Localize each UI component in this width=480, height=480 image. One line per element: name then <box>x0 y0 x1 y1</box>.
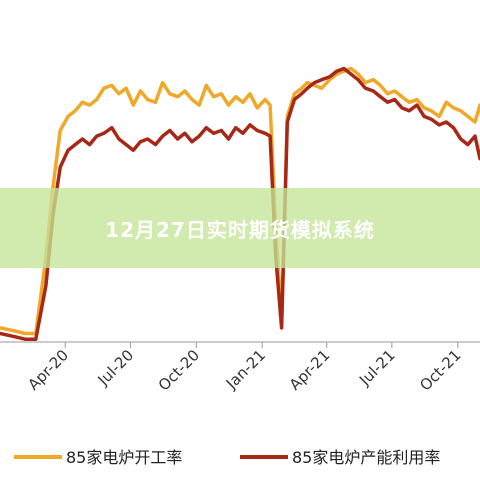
x-tick-label: Apr-21 <box>286 346 334 394</box>
series-layer <box>0 66 480 341</box>
series-line-kaigong <box>0 66 480 336</box>
legend-label: 85家电炉开工率 <box>66 448 182 467</box>
x-tick-label: Oct-21 <box>416 346 464 394</box>
series-line-liyong <box>0 66 480 341</box>
x-tick-label: Apr-20 <box>24 346 72 394</box>
x-tick-label: Jan-21 <box>222 346 269 393</box>
x-tick-label: Jul-21 <box>355 346 399 390</box>
title-banner: 12月27日实时期货模拟系统 <box>0 188 480 268</box>
x-tick-label: Jul-20 <box>94 346 138 390</box>
legend-label: 85家电炉产能利用率 <box>292 448 440 467</box>
banner-title: 12月27日实时期货模拟系统 <box>105 217 375 242</box>
legend: 85家电炉开工率 85家电炉产能利用率 <box>14 448 440 467</box>
x-axis: Apr-20 Jul-20 Oct-20 Jan-21 Apr-21 Jul-21 Oct-… <box>0 341 480 394</box>
x-tick-label: Oct-20 <box>155 346 203 394</box>
